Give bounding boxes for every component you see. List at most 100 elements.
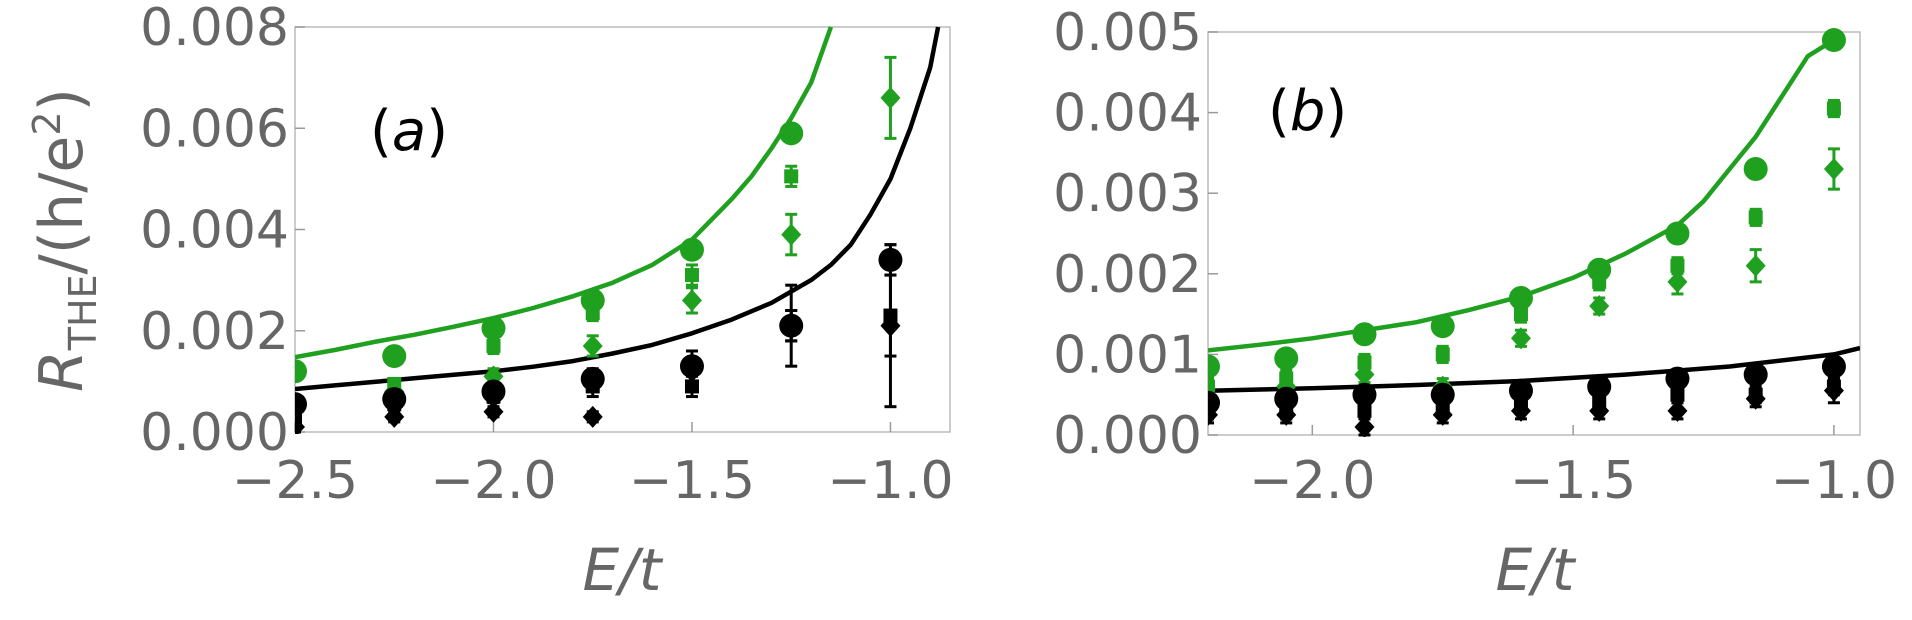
panel-a-y-tick-label: 0.002 <box>140 302 289 362</box>
panel-b-y-tick-label: 0.001 <box>1053 325 1202 385</box>
panel-b-black-circle-point <box>1352 382 1377 407</box>
panel-a-green-square-point <box>486 338 501 353</box>
panel-a-green-diamond-point <box>880 86 901 109</box>
panel-b-black-diamond-point <box>1276 403 1297 426</box>
panel-b-green-circle-point <box>1352 322 1377 347</box>
panel-a-x-tick-label: −2.0 <box>430 451 556 511</box>
panel-b-y-tick-label: 0.000 <box>1053 406 1202 466</box>
panel-b-green-square-point <box>1826 101 1841 116</box>
panel-b-y-tick-label: 0.002 <box>1053 245 1202 305</box>
panel-a-black-diamond-point <box>880 314 901 337</box>
panel-a-y-tick-label: 0.000 <box>140 403 289 463</box>
panel-a-frame <box>294 26 951 433</box>
panel-a-plot-area: 0.000 0.002 0.004 0.006 0.008 −2.5 −2.0 −1.5 −1.… <box>140 0 953 511</box>
panel-b-green-square-point <box>1435 347 1450 362</box>
panel-a-black-square-point <box>684 379 699 394</box>
panel-b-green-square-point <box>1513 307 1528 322</box>
panel-b-green-circle-point <box>1208 354 1220 379</box>
panel-b-green-circle-point <box>1430 314 1455 339</box>
panel-b-label: (b) <box>1268 79 1347 144</box>
panel-a-label: (a) <box>370 99 448 164</box>
panel-b-green-diamond-point <box>1510 327 1531 350</box>
panel-b-black-circle-point <box>1821 354 1846 379</box>
panel-b-black-square-point <box>1670 387 1685 402</box>
panel-a-black-diamond-point <box>483 400 504 423</box>
panel-a-y-tick-label: 0.004 <box>140 201 289 261</box>
panel-b-green-square-point <box>1592 274 1607 289</box>
panel-a-black-diamond-point <box>582 405 603 428</box>
panel-a-y-tick-label: 0.008 <box>140 0 289 58</box>
panel-a-green-circle-point <box>779 121 804 146</box>
y-axis-label-close: ) <box>27 88 97 111</box>
panel-b-black-curve <box>1208 345 1860 393</box>
panel-b-x-tick-label: −2.0 <box>1249 451 1375 511</box>
panel-b-green-circle-point <box>1743 157 1768 182</box>
y-axis-label-sub: THE <box>61 274 105 351</box>
panel-b-frame <box>1207 31 1861 436</box>
panel-a-green-circle-point <box>295 359 307 384</box>
panel-a-label-open: ( <box>370 99 392 164</box>
panel-b-y-tick-label: 0.005 <box>1053 3 1202 63</box>
panel-a-x-tick-label: −2.5 <box>232 451 358 511</box>
panel-b-green-square-point <box>1748 210 1763 225</box>
panel-b-black-circle-point <box>1743 362 1768 387</box>
panel-a-green-square-point <box>784 169 799 184</box>
panel-b-x-tick-label: −1.0 <box>1771 451 1897 511</box>
panel-a-black-diamond-point <box>681 360 702 383</box>
panel-b-green-circle-point <box>1274 346 1299 371</box>
panel-b-y-tick-label: 0.004 <box>1053 84 1202 144</box>
panel-a-green-square-point <box>585 306 600 321</box>
panel-a-label-close: ) <box>426 99 448 164</box>
panel-b-x-tick-label: −1.5 <box>1510 451 1636 511</box>
panel-b-data-layer <box>1208 28 1860 437</box>
panel-b-green-diamond-point <box>1823 158 1844 181</box>
panel-b-black-square-point <box>1357 403 1372 418</box>
panel-b-black-diamond-point <box>1745 387 1766 410</box>
panel-b-green-circle-point <box>1508 285 1533 310</box>
panel-b-black-diamond-point <box>1823 379 1844 402</box>
panel-a-green-circle-point <box>679 237 704 262</box>
panel-b-x-axis-label: E/t <box>1496 536 1577 604</box>
panel-a-green-square-point <box>684 268 699 283</box>
panel-a-black-diamond-point <box>295 415 305 434</box>
panel-a-x-axis-label: E/t <box>583 536 664 604</box>
panel-b-green-diamond-point <box>1745 254 1766 277</box>
panel-a-green-diamond-point <box>681 289 702 312</box>
panel-b-green-diamond-point <box>1354 363 1375 386</box>
panel-a-x-tick-label: −1.5 <box>629 451 755 511</box>
panel-b-green-diamond-point <box>1589 295 1610 318</box>
panel-a-x-tick-label: −1.0 <box>827 451 953 511</box>
y-axis-label: RTHE/(h/e2) <box>25 88 105 392</box>
panel-a-black-diamond-point <box>384 405 405 428</box>
panel-b-black-diamond-point <box>1432 403 1453 426</box>
panel-a-black-square-point <box>585 379 600 394</box>
panel-b-black-circle-point <box>1665 366 1690 391</box>
panel-b-y-tick-label: 0.003 <box>1053 164 1202 224</box>
panel-b-green-diamond-point <box>1667 270 1688 293</box>
y-axis-label-main: R <box>27 350 97 392</box>
panel-a-green-diamond-point <box>781 223 802 246</box>
panel-a-data-layer <box>295 26 941 434</box>
panel-a-y-tick-label: 0.006 <box>140 99 289 159</box>
panel-b-black-diamond-point <box>1208 403 1218 426</box>
panel-b-black-diamond-point <box>1354 415 1375 437</box>
panel-a-green-circle-point <box>481 316 506 341</box>
panel-a-label-letter: a <box>392 99 426 164</box>
panel-a-green-diamond-point <box>582 334 603 357</box>
y-axis-label-sup: 2 <box>25 111 69 135</box>
panel-b-plot-area: 0.000 0.001 0.002 0.003 0.004 0.005 −2.0 −1.5 −1… <box>1053 3 1897 511</box>
panel-b-label-close: ) <box>1325 79 1347 144</box>
panel-b-label-open: ( <box>1268 79 1290 144</box>
panel-b-green-circle-point <box>1821 28 1846 53</box>
panel-a: (a) 0.000 0.002 0.004 0.006 0.008 −2.5 −2.0 −1.… <box>140 0 953 604</box>
panel-b-black-diamond-point <box>1510 399 1531 422</box>
panel-b-black-diamond-point <box>1589 399 1610 422</box>
panel-b-green-square-point <box>1208 379 1215 394</box>
panel-a-black-curve <box>295 26 941 392</box>
panel-a-black-square-point <box>295 412 302 427</box>
panel-a-green-circle-point <box>382 344 407 369</box>
panel-b-black-circle-point <box>1587 374 1612 399</box>
y-axis-label-rest: /(h/e <box>27 136 97 275</box>
panel-a-black-square-point <box>486 389 501 404</box>
